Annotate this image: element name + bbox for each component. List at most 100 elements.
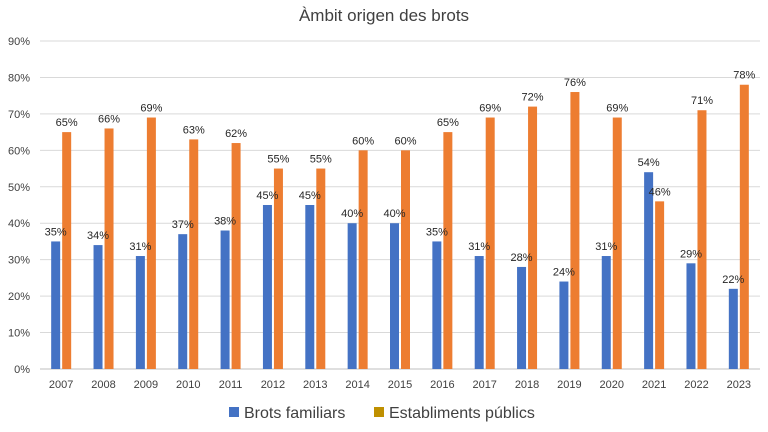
data-label: 40%: [341, 208, 363, 220]
bar-brots-familiars-2015: [390, 223, 399, 369]
legend-label-establiments-publics: Establiments públics: [389, 405, 535, 422]
data-label: 72%: [522, 92, 544, 104]
data-label: 62%: [225, 128, 247, 140]
bar-brots-familiars-2013: [305, 205, 315, 369]
y-tick-label: 10%: [8, 328, 30, 340]
bar-brots-familiars-2017: [474, 256, 484, 369]
data-label: 29%: [680, 248, 702, 260]
bar-establiments-publics-2007: [62, 132, 72, 369]
y-tick-label: 60%: [8, 145, 30, 157]
y-tick-label: 50%: [8, 182, 30, 194]
bar-brots-familiars-2019: [559, 281, 569, 369]
legend-swatch-brots-familiars: [229, 407, 239, 417]
x-axis-ticks: 2007 2008 2009 2010 2011 2012 2013 2014 2015 2016…: [49, 379, 751, 391]
x-tick-label: 2013: [303, 379, 327, 391]
bar-brots-familiars-2014: [347, 223, 357, 369]
data-label: 55%: [267, 154, 289, 166]
x-tick-label: 2007: [49, 379, 73, 391]
data-label: 65%: [437, 117, 459, 129]
bar-establiments-publics-2014: [358, 150, 368, 369]
data-label: 46%: [649, 186, 671, 198]
legend-swatch-establiments-publics: [374, 407, 384, 417]
data-label: 31%: [129, 241, 151, 253]
data-label: 69%: [140, 103, 162, 115]
y-tick-label: 20%: [8, 291, 30, 303]
bar-establiments-publics-2019: [570, 92, 580, 370]
bar-brots-familiars-2021: [644, 172, 654, 369]
bar-brots-familiars-2018: [517, 266, 527, 369]
bar-establiments-publics-2020: [612, 117, 622, 370]
bar-brots-familiars-2008: [93, 245, 103, 369]
data-label: 37%: [172, 219, 194, 231]
data-label: 31%: [468, 241, 490, 253]
data-label: 45%: [299, 190, 321, 202]
x-tick-label: 2015: [388, 379, 412, 391]
bar-brots-familiars-2012: [262, 205, 272, 369]
y-tick-label: 90%: [8, 36, 30, 48]
bar-brots-familiars-2009: [135, 256, 145, 369]
x-tick-label: 2009: [134, 379, 158, 391]
y-tick-label: 0%: [14, 364, 30, 376]
data-label: 69%: [606, 103, 628, 115]
x-tick-label: 2008: [91, 379, 115, 391]
gridlines: [40, 40, 760, 370]
bar-establiments-publics-2017: [485, 117, 495, 370]
data-label: 66%: [98, 113, 120, 125]
x-tick-label: 2023: [727, 379, 751, 391]
legend: Brots familiars Establiments públics: [229, 405, 535, 422]
y-axis-ticks: 0% 10% 20% 30% 40% 50% 60% 70% 80% 90%: [8, 36, 30, 376]
bar-brots-familiars-2011: [220, 230, 230, 369]
x-tick-label: 2014: [345, 379, 369, 391]
data-label: 78%: [733, 70, 755, 82]
bar-establiments-publics-2021: [655, 201, 665, 369]
y-tick-label: 80%: [8, 72, 30, 84]
bar-establiments-publics-2010: [189, 139, 199, 369]
data-label: 69%: [479, 103, 501, 115]
bar-establiments-publics-2009: [146, 117, 156, 370]
data-label: 35%: [45, 226, 67, 238]
x-tick-label: 2017: [472, 379, 496, 391]
bar-brots-familiars-2016: [432, 241, 442, 369]
bars: [51, 84, 749, 370]
bar-brots-familiars-2023: [728, 288, 738, 369]
data-label: 35%: [426, 226, 448, 238]
x-tick-label: 2012: [261, 379, 285, 391]
bar-brots-familiars-2022: [686, 263, 696, 369]
data-label: 71%: [691, 95, 713, 107]
data-labels: 35% 65% 34% 66% 31% 69% 37% 63% 38% 62% 45% 55% 45% 5…: [45, 70, 756, 286]
data-label: 24%: [553, 267, 575, 279]
bar-establiments-publics-2015: [401, 150, 410, 369]
data-label: 38%: [214, 216, 236, 228]
bar-establiments-publics-2012: [273, 168, 283, 369]
data-label: 31%: [595, 241, 617, 253]
x-tick-label: 2016: [430, 379, 454, 391]
data-label: 40%: [383, 208, 405, 220]
x-tick-label: 2022: [684, 379, 708, 391]
bar-brots-familiars-2007: [51, 241, 61, 369]
x-tick-label: 2020: [600, 379, 624, 391]
data-label: 34%: [87, 230, 109, 242]
data-label: 28%: [511, 252, 533, 264]
y-tick-label: 40%: [8, 218, 30, 230]
data-label: 63%: [183, 124, 205, 136]
data-label: 60%: [394, 135, 416, 147]
bar-establiments-publics-2022: [697, 110, 707, 369]
data-label: 65%: [56, 117, 78, 129]
legend-label-brots-familiars: Brots familiars: [244, 405, 345, 422]
data-label: 22%: [722, 274, 744, 286]
bar-establiments-publics-2016: [443, 132, 453, 369]
x-tick-label: 2019: [557, 379, 581, 391]
bar-establiments-publics-2011: [231, 143, 241, 369]
chart-title: Àmbit origen des brots: [299, 6, 469, 25]
y-tick-label: 30%: [8, 255, 30, 267]
data-label: 60%: [352, 135, 374, 147]
data-label: 55%: [310, 154, 332, 166]
bar-brots-familiars-2010: [178, 234, 188, 369]
bar-establiments-publics-2013: [316, 168, 326, 369]
data-label: 45%: [256, 190, 278, 202]
x-tick-label: 2010: [176, 379, 200, 391]
x-tick-label: 2021: [642, 379, 666, 391]
bar-establiments-publics-2023: [739, 84, 749, 369]
bar-establiments-publics-2018: [528, 106, 538, 369]
